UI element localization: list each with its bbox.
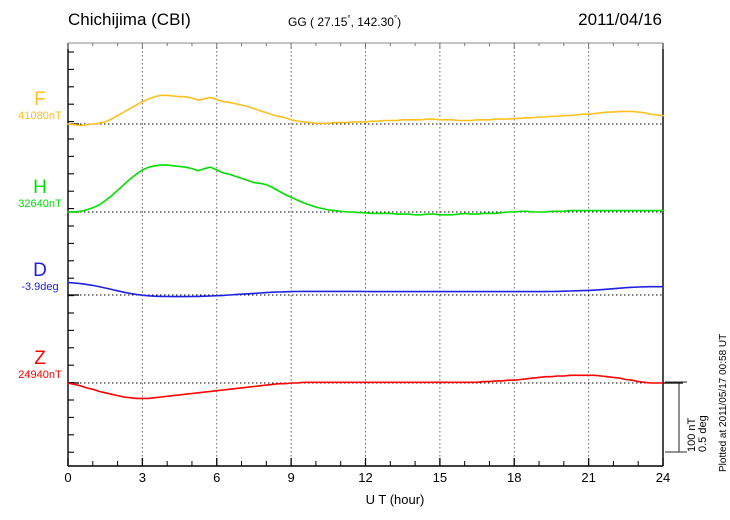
scale-bar-caption-deg: 0.5 deg [697, 415, 709, 452]
component-label-h: H 32640nT [0, 178, 80, 210]
geographic-coordinates: GG ( 27.15°, 142.30°) [288, 14, 401, 29]
plotted-timestamp-text: Plotted at 2011/05/17 00:58 UT [718, 333, 729, 472]
component-label-d: D -3.9deg [0, 261, 80, 293]
x-tick-label-3: 3 [138, 470, 146, 485]
geo-separator: , [350, 15, 358, 29]
scale-bar-deg-text: 0.5 deg [697, 415, 709, 452]
x-tick-label-0: 0 [64, 470, 72, 485]
grid-layer [141, 43, 590, 466]
x-axis-title-text: U T (hour) [365, 492, 425, 507]
trace-layer [67, 94, 664, 400]
scale-bar [663, 381, 687, 453]
station-title: Chichijima (CBI) [68, 10, 191, 30]
component-baseline-d: -3.9deg [21, 281, 59, 293]
x-tick-label-15: 15 [432, 470, 448, 485]
component-baseline-h: 32640nT [18, 198, 62, 210]
component-label-f: F 41080nT [0, 90, 80, 122]
tick-marks [67, 43, 664, 466]
geo-longitude: 142.30 [357, 15, 394, 29]
x-tick-label-12: 12 [358, 470, 373, 485]
x-axis-title: U T (hour) [0, 492, 730, 507]
station-title-text: Chichijima (CBI) [68, 10, 191, 29]
x-tick-label-6: 6 [213, 470, 221, 485]
x-tick-label-21: 21 [581, 470, 596, 485]
component-letter-f: F [34, 89, 46, 110]
component-label-z: Z 24940nT [0, 349, 80, 381]
degree-symbol-lat: ° [347, 14, 351, 23]
component-baseline-z: 24940nT [18, 369, 62, 381]
observation-date: 2011/04/16 [578, 10, 662, 30]
geo-prefix: GG ( [288, 15, 318, 29]
component-baseline-f: 41080nT [18, 110, 62, 122]
geo-latitude: 27.15 [317, 15, 348, 29]
x-tick-label-18: 18 [507, 470, 522, 485]
component-letter-z: Z [34, 348, 46, 369]
plot-frame [67, 42, 664, 467]
x-tick-label-24: 24 [655, 470, 671, 485]
observation-date-text: 2011/04/16 [578, 10, 662, 29]
plotted-timestamp: Plotted at 2011/05/17 00:58 UT [718, 334, 729, 472]
component-letter-d: D [33, 260, 47, 281]
component-letter-h: H [33, 177, 47, 198]
degree-symbol-lon: ° [393, 14, 398, 23]
geo-suffix: ) [397, 15, 402, 29]
x-tick-label-9: 9 [287, 470, 295, 485]
